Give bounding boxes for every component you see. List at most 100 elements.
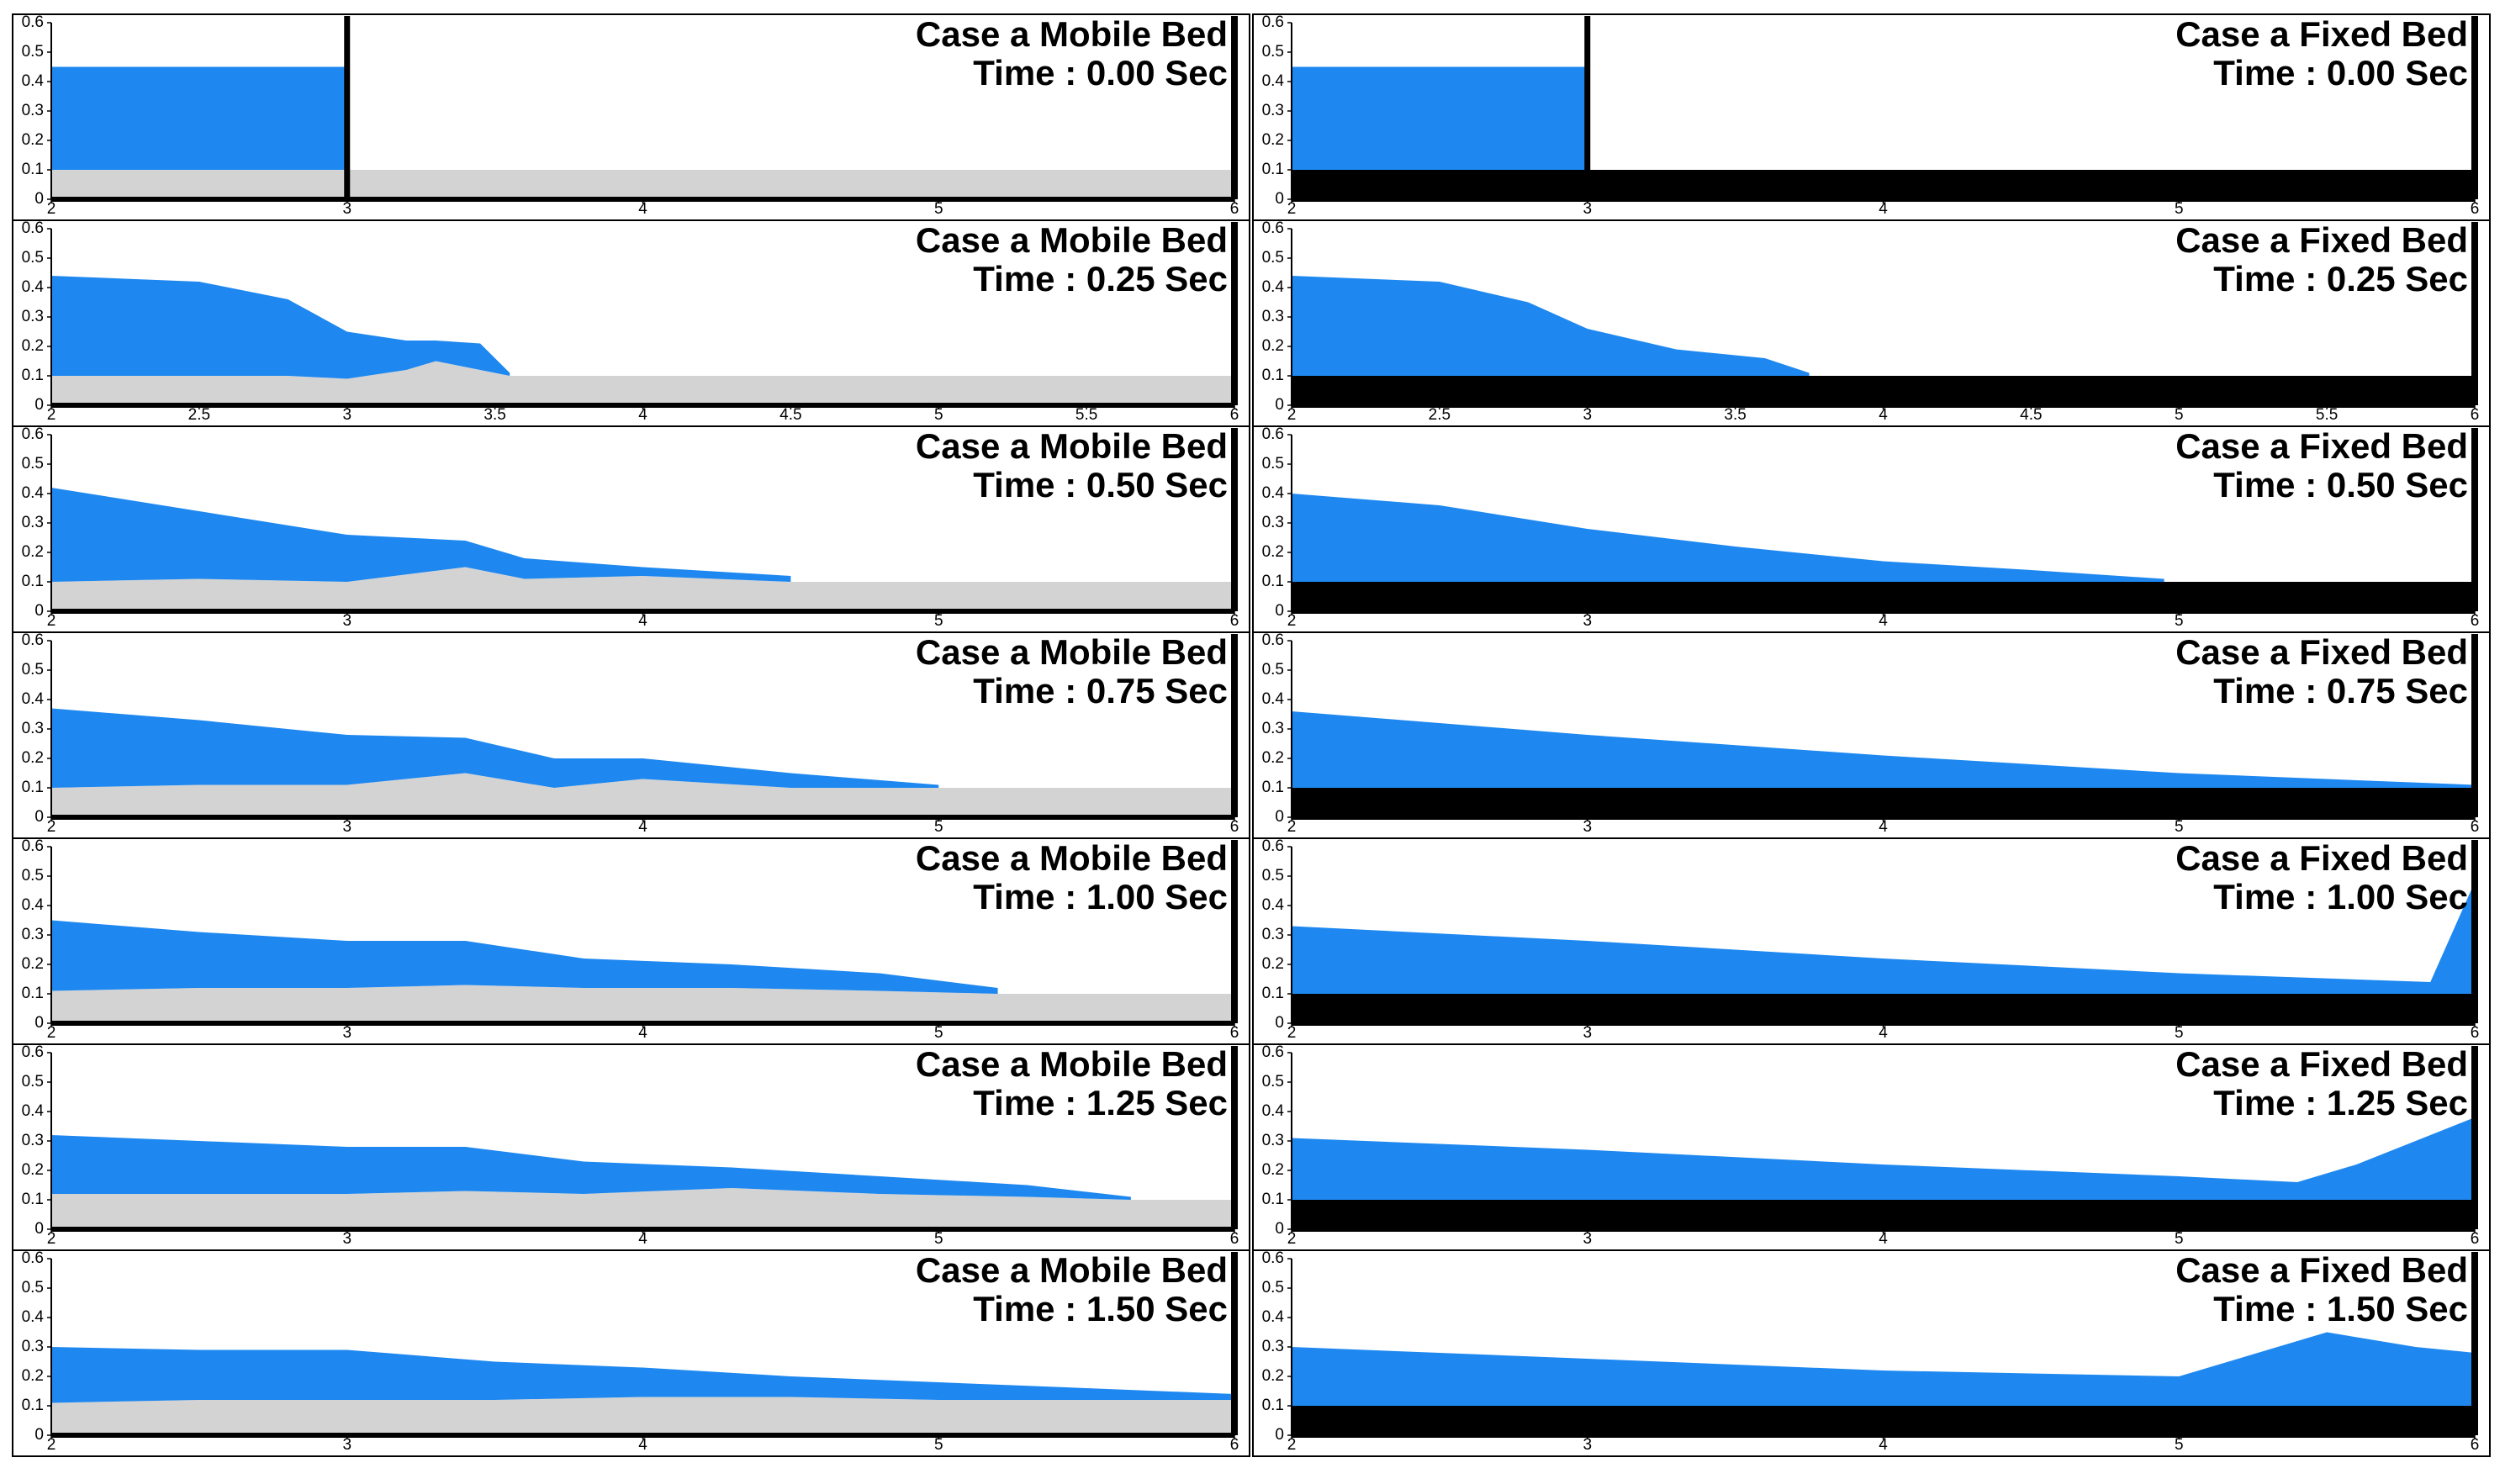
y-tick-label: 0.3 (22, 308, 44, 325)
y-tick-label: 0.1 (22, 1397, 44, 1414)
panel-title: Case a Fixed Bed (2175, 1044, 2468, 1084)
y-tick-label: 0.1 (22, 779, 44, 796)
x-tick-label: 3 (342, 406, 351, 424)
y-tick-label: 0.1 (22, 1191, 44, 1208)
y-tick-label: 0.5 (22, 1073, 44, 1091)
x-tick-label: 3 (342, 818, 351, 836)
x-tick-label: 6 (1230, 406, 1239, 424)
y-tick-label: 0.5 (1262, 1279, 1284, 1297)
y-tick-label: 0.3 (1262, 308, 1284, 325)
x-tick-label: 2 (47, 1024, 56, 1042)
panel-time: Time : 1.25 Sec (2213, 1083, 2468, 1122)
bed-area (51, 1188, 1234, 1229)
x-tick-label: 5 (934, 818, 943, 836)
y-tick-label: 0 (34, 602, 44, 620)
bed-area (1292, 376, 2475, 405)
y-tick-label: 0 (1275, 808, 1284, 826)
x-tick-label: 6 (1230, 818, 1239, 836)
y-tick-label: 0.6 (1262, 425, 1284, 443)
y-tick-label: 0.1 (1262, 367, 1284, 384)
bed-area (1292, 1406, 2475, 1435)
y-tick-label: 0.5 (22, 455, 44, 473)
y-tick-label: 0 (1275, 1220, 1284, 1238)
panel-time: Time : 1.00 Sec (973, 877, 1228, 916)
y-tick-label: 0.3 (22, 720, 44, 737)
y-tick-label: 0.2 (1262, 337, 1284, 355)
x-tick-label: 3.5 (1724, 406, 1746, 424)
y-tick-label: 0.1 (1262, 985, 1284, 1002)
y-tick-label: 0.6 (1262, 13, 1284, 31)
y-tick-label: 0.5 (22, 661, 44, 679)
y-tick-label: 0 (34, 1220, 44, 1238)
panel-title: Case a Mobile Bed (916, 426, 1228, 466)
x-tick-label: 6 (2471, 818, 2480, 836)
y-tick-label: 0.2 (22, 131, 44, 149)
y-tick-label: 0.2 (1262, 131, 1284, 149)
water-area (1292, 1332, 2475, 1406)
x-tick-label: 3 (1583, 1230, 1592, 1248)
y-tick-label: 0.1 (22, 573, 44, 590)
bed-area (51, 1397, 1234, 1435)
x-tick-label: 3 (1583, 1436, 1592, 1454)
x-tick-label: 4 (638, 1436, 647, 1454)
y-tick-label: 0.4 (1262, 1308, 1285, 1326)
panel-time: Time : 0.00 Sec (2213, 53, 2468, 92)
panel-time: Time : 0.50 Sec (2213, 465, 2468, 504)
x-tick-label: 2 (1287, 1024, 1297, 1042)
y-tick-label: 0.2 (1262, 955, 1284, 973)
bed-area (51, 361, 1234, 405)
y-tick-label: 0.3 (1262, 926, 1284, 943)
x-tick-label: 3 (1583, 818, 1592, 836)
x-tick-label: 4.5 (2020, 406, 2042, 424)
y-tick-label: 0.4 (1262, 1102, 1285, 1120)
x-tick-label: 5 (2175, 612, 2184, 630)
x-tick-label: 3 (342, 1024, 351, 1042)
x-tick-label: 3 (1583, 612, 1592, 630)
y-tick-label: 0.5 (1262, 249, 1284, 267)
y-tick-label: 0.4 (1262, 690, 1285, 708)
y-tick-label: 0.6 (22, 1249, 44, 1267)
y-tick-label: 0.5 (1262, 1073, 1284, 1091)
y-tick-label: 0.5 (1262, 867, 1284, 885)
bed-area (1292, 788, 2475, 817)
y-tick-label: 0.2 (22, 955, 44, 973)
panel-title: Case a Fixed Bed (2175, 14, 2468, 54)
y-tick-label: 0.2 (22, 1161, 44, 1179)
x-tick-label: 3 (342, 1436, 351, 1454)
y-tick-label: 0.1 (1262, 573, 1284, 590)
panel-title: Case a Mobile Bed (916, 1250, 1228, 1290)
x-tick-label: 4.5 (780, 406, 801, 424)
x-tick-label: 5 (934, 612, 943, 630)
y-tick-label: 0.4 (22, 690, 45, 708)
panel-title: Case a Fixed Bed (2175, 632, 2468, 672)
x-tick-label: 6 (2471, 612, 2480, 630)
x-tick-label: 2 (47, 200, 56, 218)
y-tick-label: 0.6 (22, 425, 44, 443)
panel-title: Case a Fixed Bed (2175, 838, 2468, 878)
y-tick-label: 0.6 (22, 13, 44, 31)
panel-time: Time : 0.25 Sec (973, 259, 1228, 298)
x-tick-label: 3 (342, 1230, 351, 1248)
water-area (51, 1347, 1234, 1403)
x-tick-label: 4 (1879, 406, 1888, 424)
x-tick-label: 4 (638, 818, 647, 836)
y-tick-label: 0.4 (22, 278, 45, 296)
x-tick-label: 2 (1287, 406, 1297, 424)
x-tick-label: 2 (1287, 200, 1297, 218)
y-tick-label: 0.2 (22, 337, 44, 355)
panel-title: Case a Mobile Bed (916, 220, 1228, 260)
water-area (51, 276, 510, 379)
panel-title: Case a Mobile Bed (916, 14, 1228, 54)
x-tick-label: 4 (1879, 612, 1888, 630)
y-tick-label: 0.1 (1262, 161, 1284, 178)
y-tick-label: 0.2 (1262, 1161, 1284, 1179)
y-tick-label: 0.3 (1262, 1338, 1284, 1355)
x-tick-label: 5 (2175, 1436, 2184, 1454)
water-area (1292, 882, 2475, 994)
y-tick-label: 0.6 (1262, 1043, 1284, 1061)
x-tick-label: 6 (1230, 1436, 1239, 1454)
x-tick-label: 6 (2471, 200, 2480, 218)
y-tick-label: 0 (34, 1426, 44, 1444)
x-tick-label: 2 (47, 1436, 56, 1454)
y-tick-label: 0 (1275, 396, 1284, 414)
